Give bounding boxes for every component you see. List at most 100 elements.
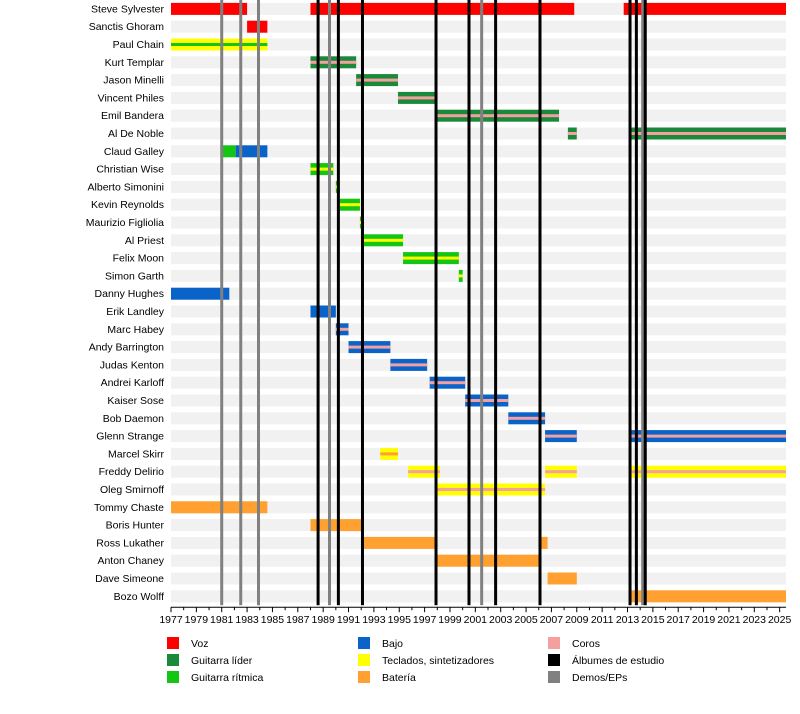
- member-bar-stripe: [508, 416, 546, 420]
- row-bg: [171, 20, 786, 33]
- row-bg: [171, 358, 786, 371]
- legend-swatch-bateria: [358, 671, 370, 683]
- member-label: Jason Minelli: [103, 75, 164, 87]
- member-label: Felix Moon: [113, 253, 165, 265]
- legend-label: Demos/EPs: [572, 672, 627, 684]
- row-bg: [171, 252, 786, 265]
- member-bar-stripe: [630, 470, 786, 474]
- album-line: [434, 0, 438, 606]
- row-bg: [171, 163, 786, 176]
- legend-label: Guitarra líder: [191, 655, 253, 667]
- row-bg: [171, 287, 786, 300]
- album-line: [634, 0, 638, 606]
- member-label: Bozo Wolff: [114, 591, 164, 603]
- row-bg: [171, 56, 786, 69]
- member-label: Glenn Strange: [96, 431, 164, 443]
- row-bg: [171, 234, 786, 247]
- member-bar-stripe: [356, 78, 398, 82]
- member-label: Vincent Philes: [98, 92, 164, 104]
- member-bar-stripe: [545, 470, 577, 474]
- row-bg: [171, 501, 786, 514]
- x-tick-label: 2003: [489, 614, 513, 626]
- member-label: Bob Daemon: [103, 413, 164, 425]
- member-label: Dave Simeone: [95, 573, 164, 585]
- release-lines: [220, 0, 647, 606]
- member-label: Sanctis Ghoram: [89, 21, 165, 33]
- member-label: Maurizio Figliolia: [86, 217, 164, 229]
- member-bar-stripe: [437, 488, 546, 491]
- member-bar-stripe: [380, 452, 398, 456]
- member-bar-stripe: [630, 132, 786, 135]
- member-label: Al Priest: [125, 235, 164, 247]
- x-tick-label: 1989: [311, 614, 335, 626]
- member-label: Kevin Reynolds: [91, 199, 164, 211]
- member-label: Steve Sylvester: [91, 3, 164, 15]
- member-label: Anton Chaney: [97, 555, 164, 567]
- member-label: Christian Wise: [96, 164, 164, 176]
- member-label: Marcel Skirr: [108, 448, 165, 460]
- legend: Voz Guitarra líder Guitarra rítmica Bajo Tec…: [167, 637, 664, 684]
- member-label: Danny Hughes: [95, 288, 164, 300]
- demo-line: [641, 0, 645, 606]
- legend-label: Bajo: [382, 638, 403, 650]
- legend-swatch-teclados: [358, 654, 370, 666]
- row-bg: [171, 376, 786, 389]
- member-label: Simon Garth: [105, 270, 164, 282]
- x-axis: 1977 1979 1981 1983 1985 1987 1989 1991 1993 1995…: [159, 606, 792, 626]
- member-bar: [547, 572, 577, 585]
- album-line: [360, 0, 364, 606]
- x-tick-label: 2007: [540, 614, 564, 626]
- row-bg: [171, 74, 786, 87]
- legend-swatch-voz: [167, 637, 179, 649]
- x-tick-label: 2015: [641, 614, 665, 626]
- row-bg: [171, 198, 786, 211]
- x-tick-label: 1995: [388, 614, 412, 626]
- member-bar: [434, 554, 542, 567]
- row-bg: [171, 216, 786, 229]
- legend-label: Coros: [572, 638, 600, 650]
- member-bar-stripe: [630, 434, 786, 438]
- member-bar: [220, 145, 236, 158]
- x-tick-label: 1993: [362, 614, 386, 626]
- member-bar-stripe: [567, 132, 577, 135]
- x-tick-label: 2001: [464, 614, 488, 626]
- member-bar-stripe: [545, 434, 577, 438]
- member-bar-stripe: [403, 256, 459, 260]
- member-bar: [363, 536, 435, 549]
- x-tick-label: 1981: [210, 614, 234, 626]
- album-line: [628, 0, 632, 606]
- demo-line: [480, 0, 484, 606]
- row-bg: [171, 572, 786, 585]
- member-bar: [310, 305, 336, 318]
- x-tick-label: 2025: [768, 614, 792, 626]
- x-tick-label: 2023: [743, 614, 767, 626]
- row-bg: [171, 341, 786, 354]
- member-label: Al De Noble: [108, 128, 164, 140]
- legend-swatch-guitarra_lider: [167, 654, 179, 666]
- member-label: Claud Galley: [104, 146, 165, 158]
- legend-swatch-albumes: [548, 654, 560, 666]
- member-label: Tommy Chaste: [94, 502, 164, 514]
- row-bg: [171, 447, 786, 460]
- member-bar-stripe: [171, 43, 268, 46]
- member-label: Andrei Karloff: [101, 377, 165, 389]
- legend-label: Álbumes de estudio: [572, 654, 664, 667]
- member-label: Boris Hunter: [106, 520, 165, 532]
- row-bg: [171, 412, 786, 425]
- row-bg: [171, 323, 786, 336]
- member-bar: [171, 287, 230, 300]
- member-label: Paul Chain: [113, 39, 165, 51]
- member-bar-stripe: [408, 470, 440, 474]
- member-label: Emil Bandera: [101, 110, 164, 122]
- member-bar-stripe: [429, 381, 466, 385]
- x-tick-label: 1983: [235, 614, 259, 626]
- album-line: [494, 0, 498, 606]
- member-bar-stripe: [465, 399, 509, 402]
- x-tick-label: 2017: [667, 614, 691, 626]
- row-bg: [171, 536, 786, 549]
- row-bg: [171, 269, 786, 282]
- x-tick-label: 1985: [261, 614, 285, 626]
- member-label: Erik Landley: [106, 306, 165, 318]
- member-bar-stripe: [458, 274, 463, 278]
- member-labels: Steve Sylvester Sanctis Ghoram Paul Chain K…: [86, 3, 165, 602]
